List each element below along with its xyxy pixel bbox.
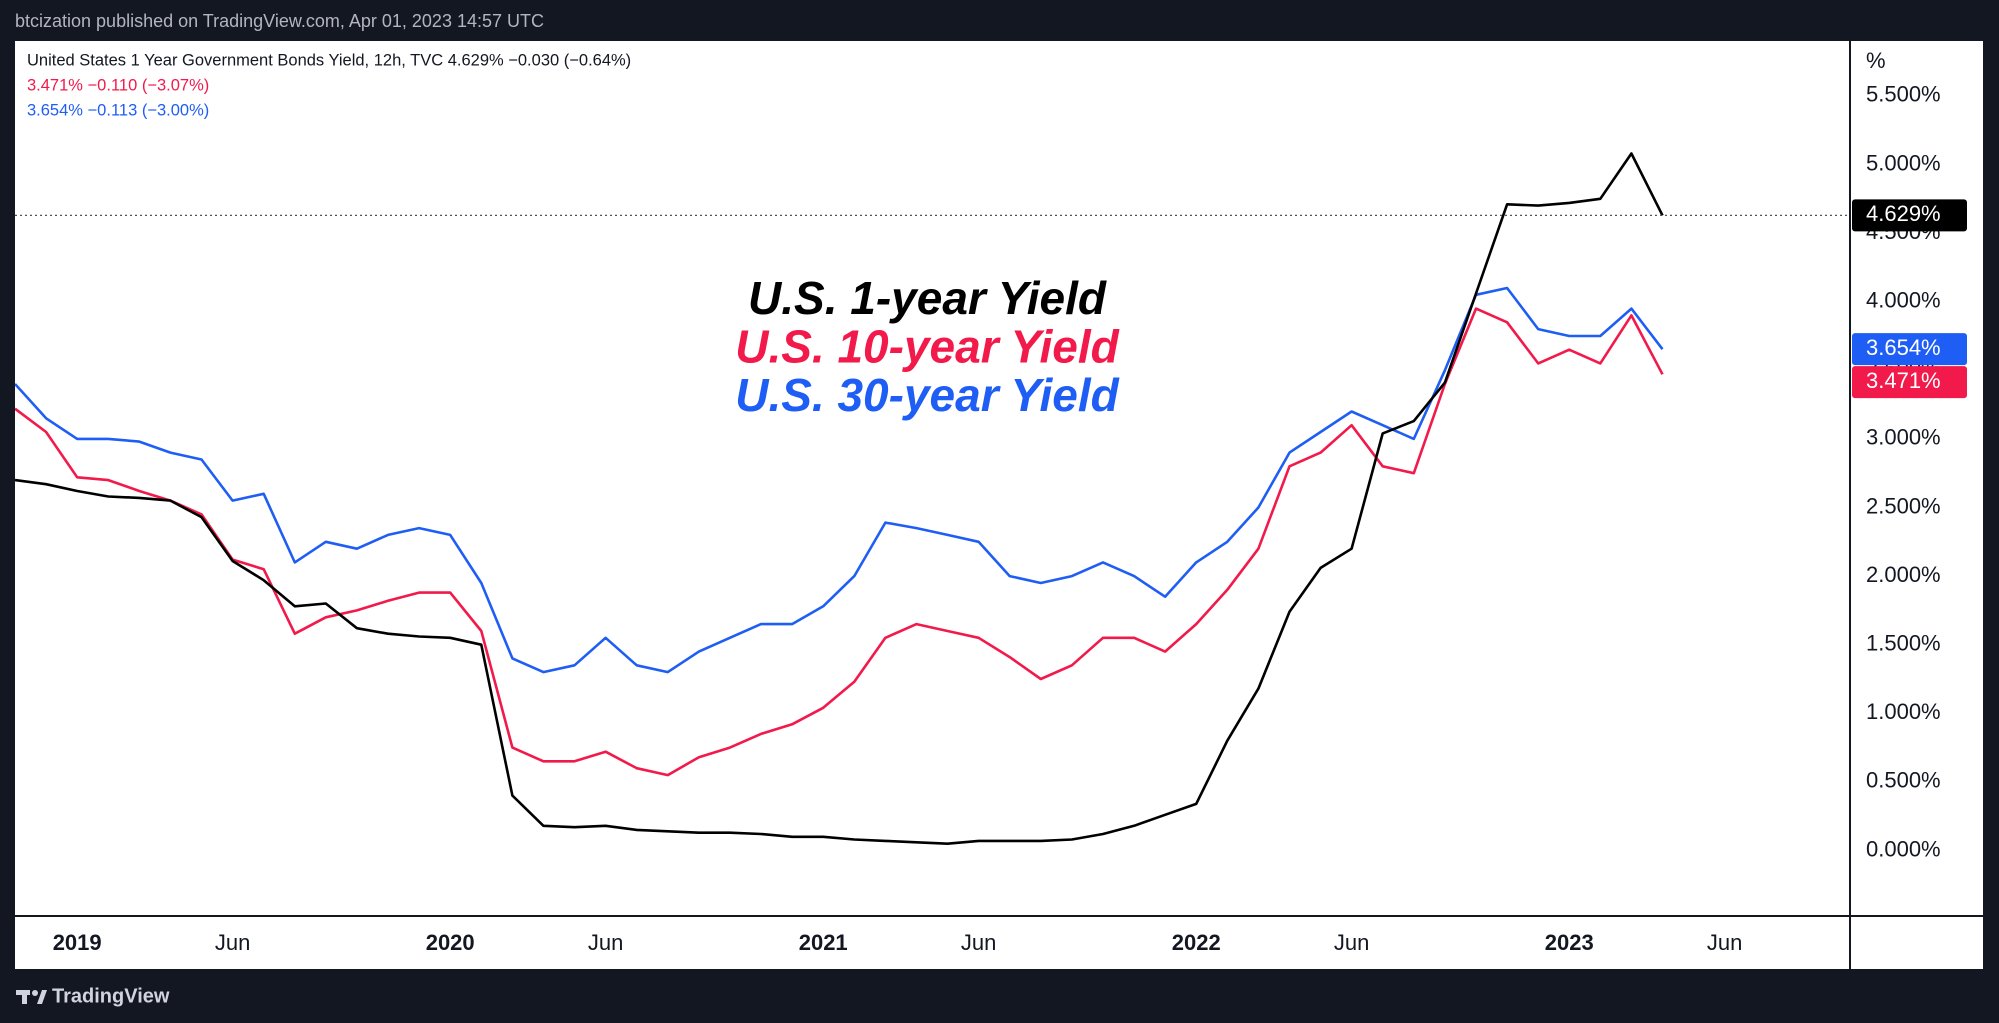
y-tick-label: 1.500% (1866, 631, 1941, 656)
x-tick-label: Jun (1334, 930, 1369, 955)
x-tick-label: 2023 (1545, 930, 1594, 955)
legend-entry: U.S. 30-year Yield (735, 369, 1119, 421)
yield-line (15, 286, 1664, 674)
logo-mark (37, 990, 47, 1004)
yield-line (15, 307, 1664, 777)
y-tick-label: 3.000% (1866, 425, 1941, 450)
quote-line: United States 1 Year Government Bonds Yi… (27, 51, 631, 69)
x-tick-label: Jun (1707, 930, 1742, 955)
y-tick-label: 5.000% (1866, 150, 1941, 175)
legend-entry: U.S. 10-year Yield (735, 321, 1119, 373)
price-axis-area (1851, 41, 1983, 915)
time-axis-area (15, 917, 1983, 969)
y-tick-label: 0.500% (1866, 768, 1941, 793)
last-value-badge (1852, 199, 1967, 232)
last-value-badge (1852, 366, 1967, 399)
y-tick-label: 2.500% (1866, 493, 1941, 518)
y-tick-label: 1.000% (1866, 699, 1941, 724)
x-tick-label: Jun (961, 930, 996, 955)
quote-line: 3.654% −0.113 (−3.00%) (27, 101, 209, 119)
logo-mark (22, 990, 27, 1004)
axis-unit: % (1866, 48, 1886, 73)
plot-area (15, 41, 1849, 915)
x-tick-label: 2020 (426, 930, 475, 955)
tradingview-logo: TradingView (16, 985, 170, 1007)
y-tick-label: 0.000% (1866, 836, 1941, 861)
last-value-label: 3.471% (1866, 368, 1941, 393)
legend-entry: U.S. 1-year Yield (748, 272, 1107, 324)
last-value-badge (1852, 333, 1967, 366)
y-tick-label: 2.000% (1866, 562, 1941, 587)
publish-header: btcization published on TradingView.com,… (15, 11, 544, 31)
logo-mark (32, 990, 38, 996)
yield-line (15, 152, 1664, 845)
quote-line: 3.471% −0.110 (−3.07%) (27, 76, 209, 94)
x-tick-label: 2019 (53, 930, 102, 955)
x-tick-label: 2021 (799, 930, 848, 955)
x-tick-label: Jun (215, 930, 250, 955)
x-tick-label: Jun (588, 930, 623, 955)
y-tick-label: 5.500% (1866, 82, 1941, 107)
last-value-label: 3.654% (1866, 335, 1941, 360)
logo-text: TradingView (52, 985, 170, 1007)
last-value-label: 4.629% (1866, 201, 1941, 226)
y-tick-label: 4.000% (1866, 288, 1941, 313)
x-tick-label: 2022 (1172, 930, 1221, 955)
